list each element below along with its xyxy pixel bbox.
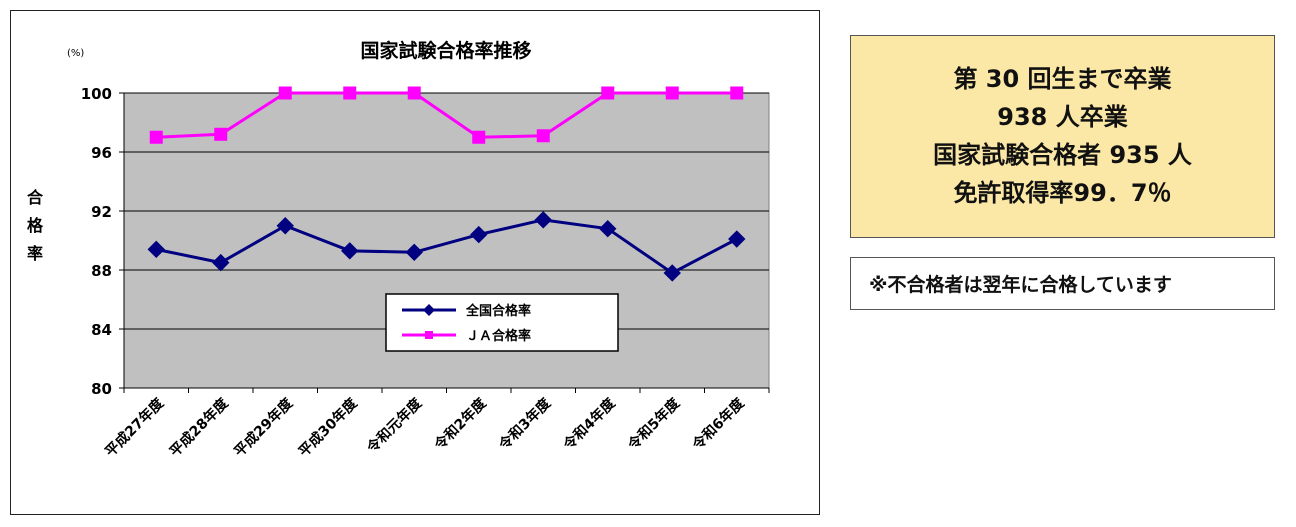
data-point xyxy=(470,225,488,244)
data-point xyxy=(147,240,165,259)
data-point xyxy=(730,86,744,100)
x-tick-label: 令和元年度 xyxy=(363,394,426,457)
data-point xyxy=(599,219,617,238)
note-box: ※不合格者は翌年に合格しています xyxy=(850,257,1275,310)
data-point xyxy=(276,217,294,235)
y-unit-label: (%) xyxy=(67,48,84,59)
data-point xyxy=(663,264,681,282)
pass-rate-chart: 80 84 88 92 96 100 平成27年度 平成28年度 平成29年度 平成30年度 令和元… xyxy=(27,39,770,460)
legend-label-0: 全国合格率 xyxy=(465,303,531,319)
y-axis-label-char: 率 xyxy=(27,244,43,263)
x-tick-label: 平成29年度 xyxy=(231,394,297,460)
y-tick-label: 92 xyxy=(91,203,112,221)
data-point xyxy=(214,127,228,141)
y-tick-label: 84 xyxy=(91,321,112,339)
y-axis-label-char: 合 xyxy=(27,188,44,207)
legend-marker-0 xyxy=(423,304,435,316)
data-point xyxy=(407,86,421,100)
data-point xyxy=(472,130,486,144)
x-tick-label: 令和3年度 xyxy=(495,394,555,454)
data-point xyxy=(341,242,359,260)
x-tick-label: 令和5年度 xyxy=(624,394,684,454)
stats-line-exam-passers: 国家試験合格者 935 人 xyxy=(933,141,1192,169)
y-tick-label: 80 xyxy=(91,380,112,398)
data-point xyxy=(278,86,292,100)
x-tick-label: 平成27年度 xyxy=(102,394,168,460)
legend-marker-1 xyxy=(425,331,433,339)
data-point xyxy=(601,86,615,100)
data-point xyxy=(536,129,550,143)
x-tick-label: 平成30年度 xyxy=(295,394,361,460)
stats-line-license-rate: 免許取得率99．7％ xyxy=(953,179,1172,207)
y-axis-label-char: 格 xyxy=(27,216,44,235)
stats-line-graduate-count: 938 人卒業 xyxy=(997,103,1128,131)
chart-title: 国家試験合格率推移 xyxy=(360,39,531,62)
legend-label-1: ＪＡ合格率 xyxy=(466,328,531,344)
x-tick-label: 平成28年度 xyxy=(166,394,232,460)
x-tick-label: 令和4年度 xyxy=(559,394,619,454)
chart-frame: 80 84 88 92 96 100 平成27年度 平成28年度 平成29年度 平成30年度 令和元… xyxy=(10,10,820,515)
data-point xyxy=(212,253,230,272)
y-tick-label: 88 xyxy=(91,262,112,280)
data-point xyxy=(665,86,679,100)
data-point xyxy=(343,86,357,100)
stats-box: 第 30 回生まで卒業 938 人卒業 国家試験合格者 935 人 免許取得率9… xyxy=(850,35,1275,238)
data-point xyxy=(405,243,423,262)
x-tick-label: 令和6年度 xyxy=(688,394,748,454)
series-line-0 xyxy=(155,218,738,275)
data-point xyxy=(534,211,552,229)
y-tick-label: 96 xyxy=(91,144,112,162)
note-text: ※不合格者は翌年に合格しています xyxy=(869,274,1172,296)
x-tick-label: 令和2年度 xyxy=(430,394,490,454)
stats-line-graduates-through: 第 30 回生まで卒業 xyxy=(953,65,1172,93)
data-point xyxy=(728,230,746,248)
series-line-1 xyxy=(156,91,737,139)
legend-box xyxy=(385,293,619,352)
y-tick-label: 100 xyxy=(81,85,112,103)
data-point xyxy=(149,130,163,144)
